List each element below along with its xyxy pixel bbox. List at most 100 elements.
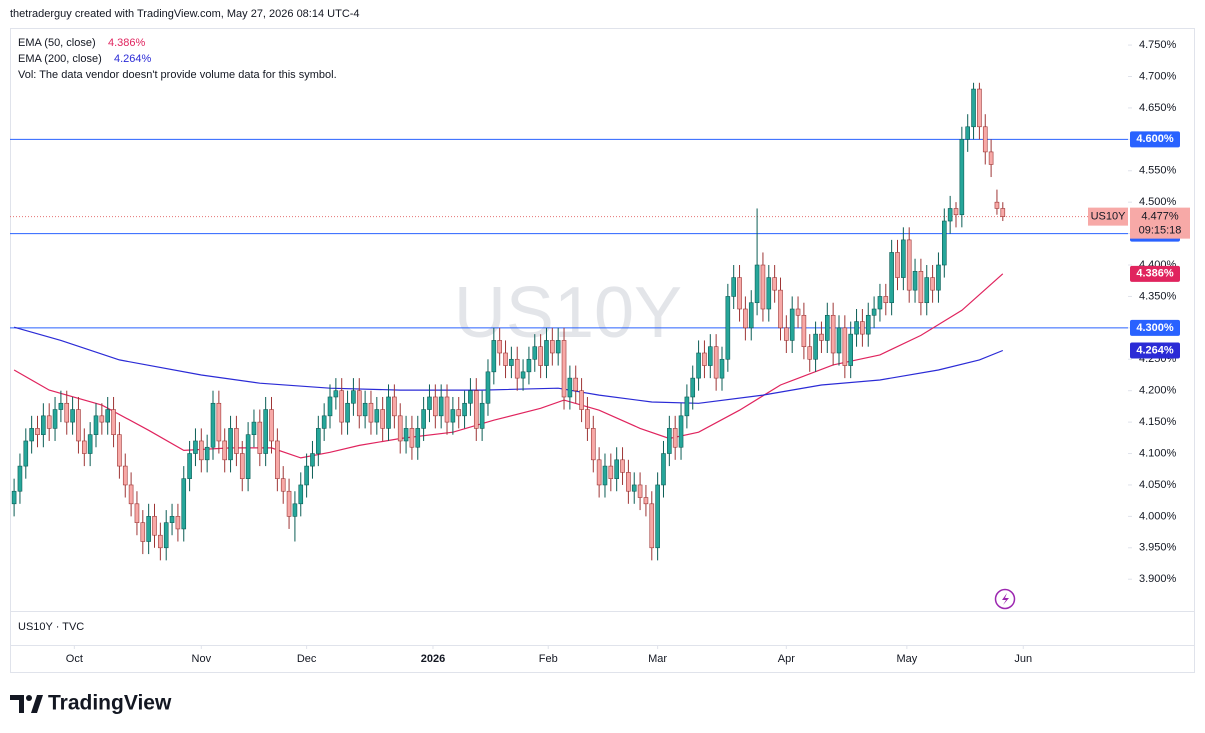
candle-body	[146, 516, 151, 542]
candle-body	[292, 503, 298, 517]
candle-body	[1000, 208, 1006, 217]
candle-body	[497, 340, 502, 354]
candle-body	[128, 484, 134, 505]
candle-body	[17, 465, 23, 492]
candle-body	[181, 478, 187, 530]
candle-body	[585, 409, 590, 429]
candle-body	[848, 333, 853, 366]
candle-body	[41, 415, 46, 435]
candle-body	[397, 415, 403, 442]
candle-body	[842, 327, 848, 366]
candle-body	[333, 390, 339, 398]
candle-body	[444, 396, 450, 423]
alert-icon[interactable]	[994, 588, 1016, 610]
candle-body	[737, 277, 742, 310]
candle-body	[971, 88, 976, 128]
candle-body	[275, 440, 280, 479]
candle-body	[965, 126, 971, 140]
candle-body	[590, 428, 596, 461]
candle-body	[122, 465, 128, 486]
y-tick-label: 4.000%	[1139, 510, 1177, 522]
y-tick-label: 4.350%	[1139, 290, 1177, 302]
candle-body	[187, 453, 192, 479]
x-tick-label: Apr	[778, 653, 795, 665]
candle-body	[514, 358, 520, 379]
candle-body	[509, 358, 514, 366]
x-tick-label: Feb	[539, 653, 558, 665]
candle-body	[117, 434, 122, 467]
logo-icon	[10, 695, 43, 713]
candle-body	[807, 346, 813, 360]
candle-body	[895, 252, 900, 278]
candle-body	[784, 327, 789, 341]
candle-body	[614, 459, 619, 479]
candle-body	[760, 264, 766, 310]
candle-body	[169, 516, 175, 523]
level-label-box	[1130, 131, 1180, 148]
candle-body	[813, 333, 818, 360]
candle-body	[567, 377, 573, 398]
x-tick-label: Oct	[66, 653, 83, 665]
candle-body	[526, 358, 532, 373]
candle-body	[327, 396, 333, 417]
candle-body	[356, 390, 362, 417]
ema-label-box	[1130, 265, 1180, 282]
y-tick-label: 4.200%	[1139, 385, 1177, 397]
candle-body	[994, 201, 1000, 209]
candle-body	[351, 390, 356, 404]
candle-body	[485, 371, 491, 404]
watermark: US10Y	[454, 273, 682, 353]
candle-body	[801, 314, 807, 348]
candle-body	[649, 503, 655, 549]
candle-body	[871, 308, 877, 316]
legend-ema50-value: 4.386%	[108, 37, 146, 49]
candle-body	[865, 314, 871, 335]
candle-body	[906, 239, 912, 291]
candle-body	[479, 402, 485, 429]
candle-body	[719, 358, 725, 379]
candle-body	[468, 390, 473, 404]
candle-body	[228, 428, 233, 461]
ema-line	[13, 326, 1004, 404]
candle-body	[824, 314, 830, 341]
candle-body	[380, 409, 385, 429]
candle-body	[520, 371, 526, 379]
candle-body	[836, 327, 842, 354]
candle-body	[473, 390, 479, 429]
chart-frame	[10, 28, 1195, 673]
candle-body	[503, 352, 508, 366]
candle-body	[883, 296, 889, 304]
candle-body	[754, 264, 760, 304]
candle-body	[561, 340, 567, 398]
candle-body	[87, 434, 93, 454]
candle-body	[58, 402, 64, 410]
candle-body	[152, 516, 157, 536]
candle-body	[23, 440, 29, 467]
candle-body	[608, 465, 614, 479]
candle-body	[263, 409, 268, 454]
candle-body	[251, 421, 257, 435]
candle-body	[702, 352, 707, 366]
level-label: 4.600%	[1136, 133, 1174, 145]
candle-body	[643, 497, 649, 505]
candle-body	[386, 396, 391, 429]
candle-body	[941, 220, 947, 266]
y-tick-label: 3.950%	[1139, 542, 1177, 554]
candle-body	[46, 415, 52, 429]
candle-body	[602, 465, 608, 486]
y-tick-label: 3.900%	[1139, 573, 1177, 585]
candle-body	[175, 516, 181, 530]
level-label-box	[1130, 319, 1180, 336]
candle-body	[854, 321, 859, 335]
candle-body	[321, 415, 327, 429]
candle-body	[298, 484, 304, 505]
candle-body	[204, 446, 210, 461]
level-label: 4.300%	[1136, 322, 1174, 334]
candle-body	[280, 478, 286, 492]
candle-body	[304, 465, 309, 486]
candle-body	[409, 428, 415, 448]
candle-body	[982, 126, 988, 153]
ema-label-box	[1130, 342, 1180, 359]
candle-body	[748, 302, 754, 329]
